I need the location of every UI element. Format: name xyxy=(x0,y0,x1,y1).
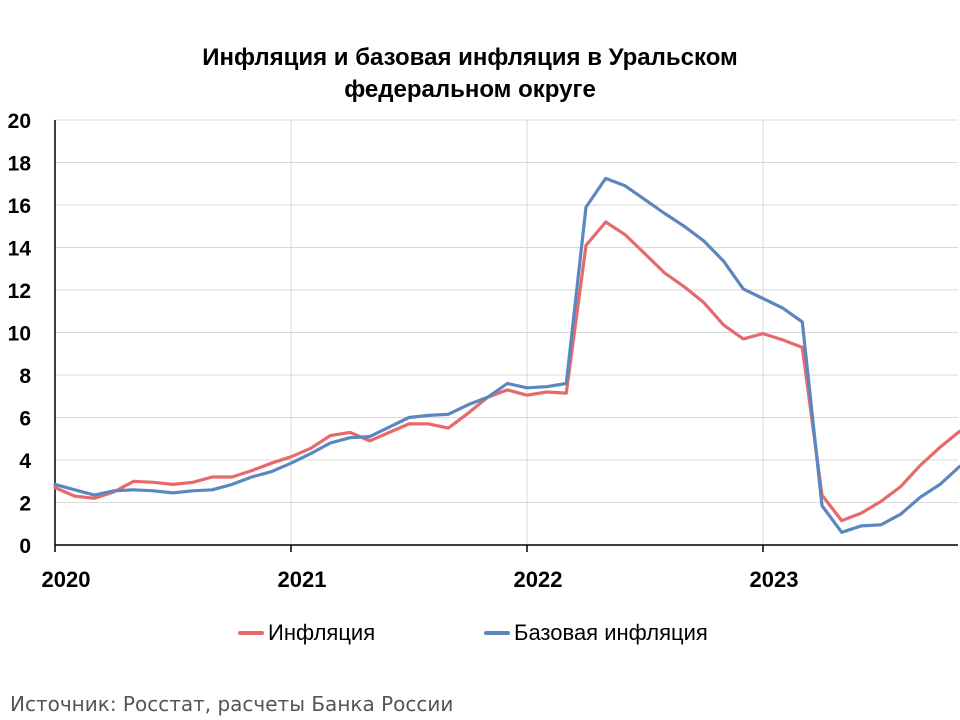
x-tick-label: 2021 xyxy=(278,567,327,592)
chart-title-line1: Инфляция и базовая инфляция в Уральском xyxy=(202,44,738,71)
y-tick-label: 20 xyxy=(8,110,31,133)
legend-swatch-core-inflation xyxy=(484,631,510,635)
legend: Инфляция Базовая инфляция xyxy=(0,620,960,650)
x-tick-labels: 2020 2021 2022 2023 xyxy=(42,567,799,592)
y-tick-label: 2 xyxy=(19,493,31,516)
y-tick-label: 6 xyxy=(19,408,31,431)
series-line-core-inflation xyxy=(53,176,960,534)
source-note: Источник: Росстат, расчеты Банка России xyxy=(10,692,454,716)
axes xyxy=(54,120,958,552)
y-tick-labels: 0 2 4 6 8 10 12 14 16 18 20 xyxy=(8,110,32,558)
chart-title-line2: федеральном округе xyxy=(344,76,596,103)
y-tick-label: 14 xyxy=(8,238,32,261)
series-lines xyxy=(53,176,960,534)
x-tick-label: 2020 xyxy=(42,567,91,592)
y-tick-label: 10 xyxy=(8,323,31,346)
legend-item-core-inflation: Базовая инфляция xyxy=(484,620,708,646)
y-tick-label: 8 xyxy=(19,365,31,388)
legend-item-inflation: Инфляция xyxy=(238,620,375,646)
y-tick-label: 4 xyxy=(19,450,31,473)
legend-swatch-inflation xyxy=(238,631,264,635)
series-line-inflation xyxy=(53,220,960,523)
y-tick-label: 16 xyxy=(8,195,31,218)
y-tick-label: 12 xyxy=(8,280,31,303)
legend-label-inflation: Инфляция xyxy=(268,620,376,645)
chart-title: Инфляция и базовая инфляция в Уральском … xyxy=(100,42,840,106)
legend-label-core-inflation: Базовая инфляция xyxy=(514,620,708,645)
y-tick-label: 18 xyxy=(8,153,32,176)
x-tick-label: 2022 xyxy=(514,567,563,592)
y-tick-label: 0 xyxy=(19,535,31,558)
x-tick-label: 2023 xyxy=(750,567,799,592)
